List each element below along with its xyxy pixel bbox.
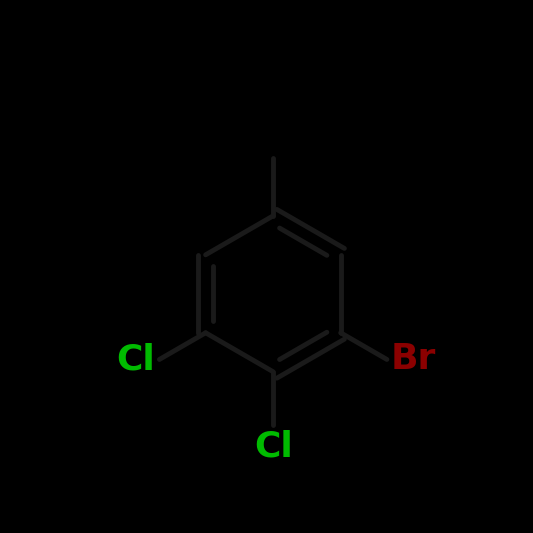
Text: Cl: Cl (117, 343, 155, 376)
Text: Cl: Cl (254, 429, 293, 463)
Text: Br: Br (391, 343, 437, 376)
